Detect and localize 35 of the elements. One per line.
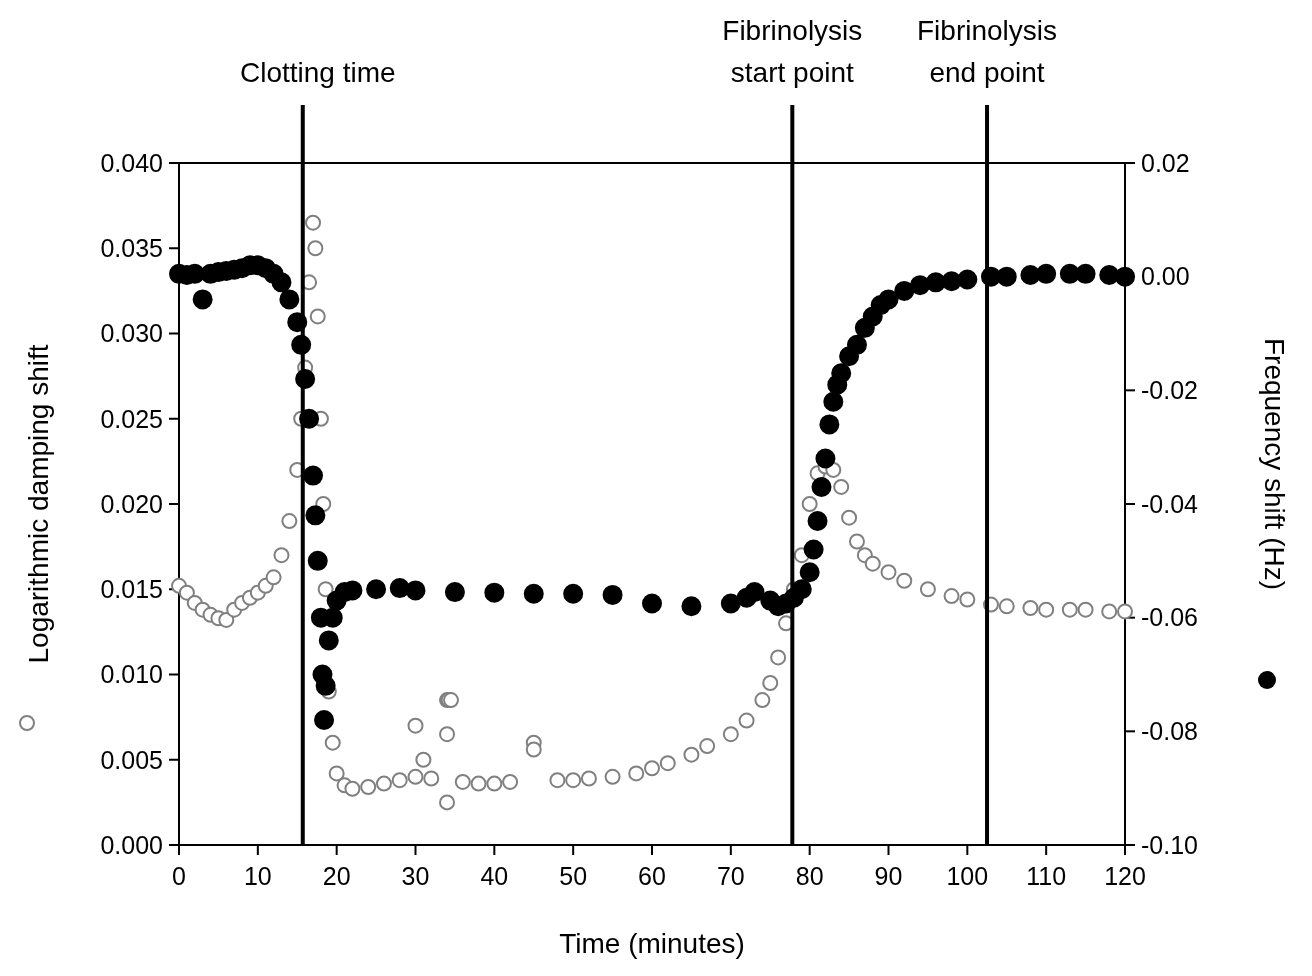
x-tick-label: 70: [716, 862, 745, 890]
ref-line-label: Clotting time: [239, 57, 396, 88]
y-tick-label: 0.025: [100, 404, 163, 433]
y-tick-label: 0.000: [100, 830, 163, 859]
x-tick-label: 60: [638, 862, 666, 890]
x-tick-label: 30: [401, 862, 430, 890]
y-tick-label: 0.020: [100, 489, 163, 518]
ref-line-label: Fibrinolysis end point: [917, 15, 1058, 88]
y2-tick-label: 0.00: [1141, 262, 1190, 291]
y-tick-label: 0.040: [100, 148, 163, 177]
x-tick-label: 0: [172, 862, 186, 890]
y2-tick-label: -0.04: [1141, 489, 1199, 518]
x-tick-label: 10: [243, 862, 272, 890]
y2-tick-label: -0.06: [1141, 603, 1198, 632]
y2-axis-title: Frequency shift (Hz): [1259, 337, 1290, 591]
ref-line-label: Fibrinolysis start point: [722, 15, 863, 88]
y-tick-label: 0.010: [100, 660, 163, 689]
y-tick-label: 0.035: [100, 234, 163, 262]
x-tick-label: 120: [1104, 862, 1146, 890]
x-axis-title: Time (minutes): [559, 928, 745, 959]
y2-tick-label: -0.08: [1141, 717, 1198, 746]
y-axis-title: Logarithmic damping shift: [23, 344, 54, 664]
x-tick-label: 100: [946, 862, 989, 890]
x-tick-label: 110: [1026, 862, 1067, 890]
y2-tick-label: -0.02: [1141, 376, 1198, 405]
x-tick-label: 80: [795, 862, 824, 890]
x-tick-label: 90: [874, 862, 903, 890]
y2-tick-label: -0.10: [1141, 830, 1198, 859]
y-tick-label: 0.015: [100, 575, 163, 603]
y-tick-label: 0.005: [100, 745, 163, 774]
y2-tick-label: 0.02: [1141, 148, 1190, 177]
x-tick-label: 40: [480, 862, 509, 890]
x-tick-label: 20: [322, 862, 351, 890]
x-tick-label: 50: [559, 862, 588, 890]
y-tick-label: 0.030: [100, 319, 163, 348]
